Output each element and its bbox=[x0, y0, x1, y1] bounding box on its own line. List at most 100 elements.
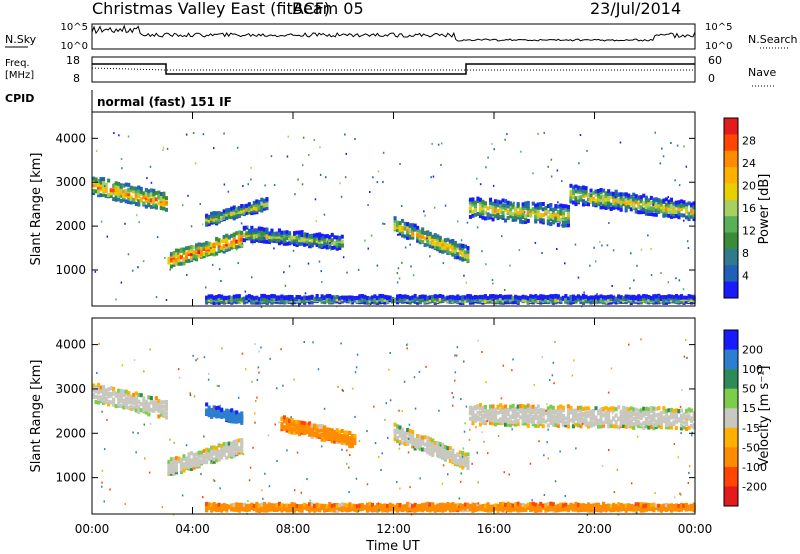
heatmap-cell bbox=[566, 207, 571, 212]
heatmap-cell bbox=[516, 501, 520, 506]
heatmap-cell bbox=[172, 463, 176, 468]
heatmap-cell bbox=[544, 419, 548, 424]
heatmap-cell bbox=[619, 503, 623, 507]
heatmap-cell bbox=[433, 441, 437, 445]
heatmap-cell bbox=[423, 231, 427, 235]
heatmap-cell bbox=[692, 217, 696, 222]
heatmap-cell bbox=[569, 195, 573, 200]
heatmap-cell bbox=[506, 133, 508, 136]
heatmap-cell bbox=[247, 506, 251, 511]
heatmap-cell bbox=[113, 183, 115, 185]
heatmap-cell bbox=[413, 444, 417, 449]
heatmap-cell bbox=[579, 195, 583, 200]
heatmap-cell bbox=[509, 207, 513, 212]
heatmap-cell bbox=[566, 408, 571, 413]
heatmap-cell bbox=[288, 429, 292, 434]
heatmap-cell bbox=[661, 147, 663, 150]
heatmap-cell bbox=[483, 413, 488, 418]
heatmap-cell bbox=[561, 220, 565, 225]
heatmap-cell bbox=[119, 392, 123, 397]
heatmap-cell bbox=[367, 247, 369, 250]
heatmap-cell bbox=[217, 238, 221, 243]
heatmap-cell bbox=[265, 298, 269, 302]
heatmap-cell bbox=[335, 235, 339, 240]
heatmap-cell bbox=[416, 232, 420, 237]
heatmap-cell bbox=[576, 294, 581, 299]
heatmap-cell bbox=[446, 237, 450, 242]
heatmap-cell bbox=[549, 294, 553, 299]
heatmap-cell bbox=[235, 502, 239, 507]
heatmap-cell bbox=[401, 233, 405, 238]
heatmap-cell bbox=[483, 404, 488, 409]
heatmap-cell bbox=[690, 408, 694, 413]
heatmap-cell bbox=[240, 414, 244, 419]
heatmap-cell bbox=[521, 417, 525, 422]
heatmap-cell bbox=[458, 457, 462, 462]
heatmap-cell bbox=[478, 403, 483, 408]
heatmap-cell bbox=[675, 277, 677, 280]
heatmap-cell bbox=[652, 200, 656, 205]
heatmap-cell bbox=[453, 240, 457, 245]
heatmap-cell bbox=[491, 294, 495, 298]
heatmap-cell bbox=[250, 211, 254, 216]
heatmap-cell bbox=[162, 409, 166, 414]
heatmap-cell bbox=[471, 415, 475, 420]
heatmap-cell bbox=[556, 294, 560, 299]
heatmap-cell bbox=[147, 189, 151, 194]
heatmap-cell bbox=[478, 410, 483, 415]
heatmap-cell bbox=[313, 504, 317, 508]
heatmap-cell bbox=[566, 412, 571, 417]
heatmap-cell bbox=[682, 213, 686, 218]
heatmap-cell bbox=[624, 192, 628, 197]
heatmap-cell bbox=[686, 240, 689, 243]
heatmap-cell bbox=[134, 400, 138, 405]
heatmap-cell bbox=[478, 416, 483, 421]
heatmap-cell bbox=[659, 413, 663, 418]
heatmap-cell bbox=[106, 235, 108, 238]
heatmap-cell bbox=[364, 239, 366, 242]
heatmap-cell bbox=[137, 185, 141, 190]
heatmap-cell bbox=[509, 423, 513, 428]
heatmap-cell bbox=[463, 452, 468, 457]
heatmap-cell bbox=[619, 207, 623, 212]
heatmap-cell bbox=[237, 412, 241, 417]
heatmap-cell bbox=[639, 195, 643, 200]
heatmap-cell bbox=[524, 418, 528, 423]
heatmap-cell bbox=[342, 256, 345, 259]
heatmap-cell bbox=[190, 254, 194, 259]
heatmap-cell bbox=[235, 451, 239, 456]
heatmap-cell bbox=[104, 194, 108, 198]
heatmap-cell bbox=[257, 504, 261, 508]
heatmap-cell bbox=[298, 423, 302, 428]
heatmap-cell bbox=[622, 503, 626, 508]
heatmap-cell bbox=[134, 189, 138, 194]
heatmap-cell bbox=[672, 414, 676, 419]
heatmap-cell bbox=[401, 261, 403, 264]
heatmap-cell bbox=[521, 407, 525, 412]
heatmap-cell bbox=[594, 201, 598, 206]
heatmap-cell bbox=[298, 235, 302, 240]
heatmap-cell bbox=[97, 389, 101, 394]
heatmap-cell bbox=[232, 503, 236, 508]
heatmap-cell bbox=[468, 405, 473, 410]
heatmap-cell bbox=[321, 281, 323, 283]
heatmap-cell bbox=[617, 405, 621, 410]
heatmap-cell bbox=[549, 203, 553, 207]
heatmap-cell bbox=[514, 420, 518, 424]
heatmap-cell bbox=[157, 194, 161, 199]
heatmap-cell bbox=[683, 145, 685, 148]
heatmap-cell bbox=[217, 453, 221, 457]
heatmap-cell bbox=[629, 301, 633, 305]
heatmap-cell bbox=[272, 504, 277, 509]
heatmap-cell bbox=[443, 445, 447, 449]
heatmap-cell bbox=[451, 451, 455, 456]
heatmap-cell bbox=[368, 296, 372, 301]
heatmap-cell bbox=[494, 422, 498, 427]
heatmap-cell bbox=[217, 211, 221, 215]
heatmap-cell bbox=[539, 408, 543, 413]
heatmap-cell bbox=[149, 204, 153, 209]
heatmap-cell bbox=[262, 206, 267, 211]
heatmap-cell bbox=[94, 384, 98, 389]
heatmap-cell bbox=[315, 232, 319, 237]
heatmap-cell bbox=[491, 217, 495, 222]
